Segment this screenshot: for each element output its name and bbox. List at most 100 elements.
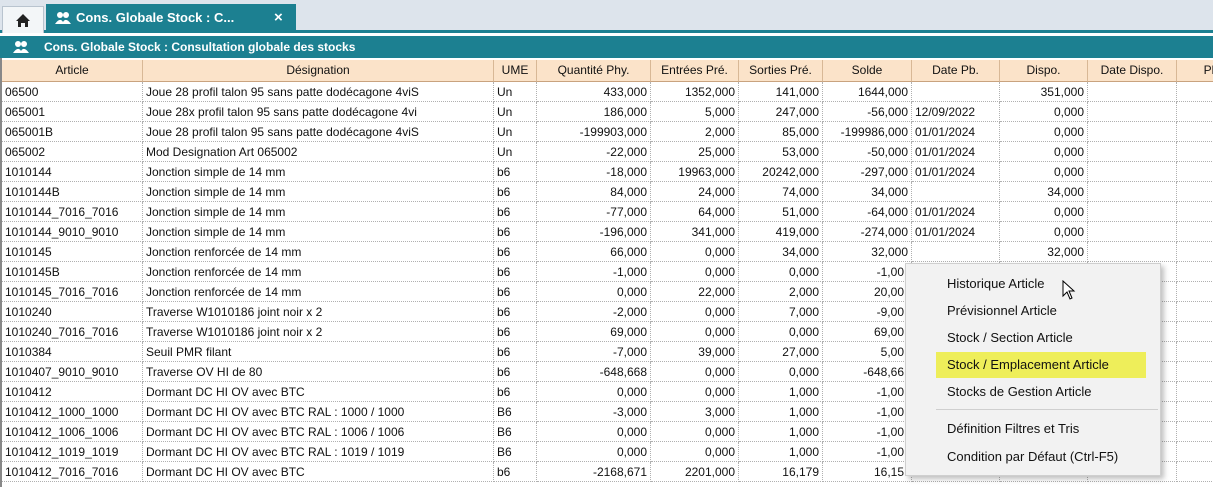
table-cell[interactable]: 351,000 bbox=[1000, 82, 1088, 102]
table-cell[interactable]: -196,000 bbox=[537, 222, 651, 242]
table-cell[interactable]: b6 bbox=[494, 382, 537, 402]
table-cell[interactable]: 12/09/2022 bbox=[912, 102, 1000, 122]
table-cell[interactable]: 0,000 bbox=[537, 422, 651, 442]
table-cell[interactable] bbox=[1177, 382, 1213, 402]
table-cell[interactable]: Dormant DC HI OV avec BTC bbox=[143, 382, 494, 402]
column-header[interactable]: Entrées Pré. bbox=[651, 60, 739, 82]
table-cell[interactable]: 0 bbox=[1177, 82, 1213, 102]
table-cell[interactable]: -1,00 bbox=[823, 262, 912, 282]
table-cell[interactable]: 1010144B bbox=[2, 182, 143, 202]
table-cell[interactable] bbox=[1177, 262, 1213, 282]
table-cell[interactable]: -274,000 bbox=[823, 222, 912, 242]
table-cell[interactable]: Un bbox=[494, 102, 537, 122]
table-cell[interactable]: 64,000 bbox=[651, 202, 739, 222]
menu-item[interactable]: Condition par Défaut (Ctrl-F5) bbox=[947, 449, 1119, 464]
table-cell[interactable]: 1010412_7016_7016 bbox=[2, 462, 143, 482]
table-cell[interactable]: Jonction renforcée de 14 mm bbox=[143, 242, 494, 262]
table-cell[interactable]: 0,000 bbox=[651, 382, 739, 402]
table-cell[interactable]: 1010384 bbox=[2, 342, 143, 362]
table-cell[interactable]: 01/01/2024 bbox=[912, 222, 1000, 242]
table-cell[interactable]: 2 bbox=[1177, 142, 1213, 162]
table-cell[interactable]: Dormant DC HI OV avec BTC RAL : 1000 / 1… bbox=[143, 402, 494, 422]
table-cell[interactable]: 186,000 bbox=[537, 102, 651, 122]
table-cell[interactable] bbox=[1177, 362, 1213, 382]
table-cell[interactable]: -64,000 bbox=[823, 202, 912, 222]
table-cell[interactable]: b6 bbox=[494, 222, 537, 242]
menu-item[interactable]: Historique Article bbox=[947, 276, 1045, 291]
table-cell[interactable]: 85,000 bbox=[739, 122, 823, 142]
column-header[interactable]: Quantité Phy. bbox=[537, 60, 651, 82]
table-cell[interactable]: Un bbox=[494, 122, 537, 142]
table-cell[interactable] bbox=[1177, 342, 1213, 362]
column-header[interactable]: Article bbox=[2, 60, 143, 82]
table-cell[interactable]: 0,000 bbox=[537, 442, 651, 462]
table-cell[interactable]: 01/01/2024 bbox=[912, 202, 1000, 222]
table-cell[interactable]: 34,000 bbox=[739, 242, 823, 262]
table-cell[interactable]: 1,000 bbox=[739, 442, 823, 462]
column-header[interactable]: UME bbox=[494, 60, 537, 82]
table-cell[interactable]: -199903,000 bbox=[537, 122, 651, 142]
table-cell[interactable]: 22,000 bbox=[651, 282, 739, 302]
table-cell[interactable]: -2,000 bbox=[537, 302, 651, 322]
table-cell[interactable]: 7,000 bbox=[739, 302, 823, 322]
table-cell[interactable]: 1010240_7016_7016 bbox=[2, 322, 143, 342]
table-cell[interactable]: Jonction renforcée de 14 mm bbox=[143, 262, 494, 282]
table-cell[interactable]: B6 bbox=[494, 422, 537, 442]
table-cell[interactable] bbox=[1177, 282, 1213, 302]
table-cell[interactable]: 32,000 bbox=[823, 242, 912, 262]
table-cell[interactable]: Jonction simple de 14 mm bbox=[143, 202, 494, 222]
table-cell[interactable]: -77,000 bbox=[537, 202, 651, 222]
table-cell[interactable]: 34,000 bbox=[823, 182, 912, 202]
table-cell[interactable]: -1,00 bbox=[823, 442, 912, 462]
table-cell[interactable]: 1010144 bbox=[2, 162, 143, 182]
table-cell[interactable]: 0,000 bbox=[739, 262, 823, 282]
table-cell[interactable]: 1,000 bbox=[739, 382, 823, 402]
table-cell[interactable]: 84,000 bbox=[537, 182, 651, 202]
table-cell[interactable] bbox=[1177, 402, 1213, 422]
table-cell[interactable]: Dormant DC HI OV avec BTC RAL : 1006 / 1… bbox=[143, 422, 494, 442]
table-cell[interactable]: 06500 bbox=[2, 82, 143, 102]
table-cell[interactable]: 065001B bbox=[2, 122, 143, 142]
table-cell[interactable]: 0,000 bbox=[651, 242, 739, 262]
table-cell[interactable]: b6 bbox=[494, 162, 537, 182]
table-cell[interactable] bbox=[912, 82, 1000, 102]
table-cell[interactable]: 1644,000 bbox=[823, 82, 912, 102]
table-cell[interactable]: -2168,671 bbox=[537, 462, 651, 482]
table-cell[interactable]: 0,000 bbox=[651, 422, 739, 442]
table-cell[interactable]: 0,000 bbox=[1000, 102, 1088, 122]
table-cell[interactable]: 0,000 bbox=[1000, 122, 1088, 142]
table-cell[interactable]: 1010144_9010_9010 bbox=[2, 222, 143, 242]
table-cell[interactable]: Seuil PMR filant bbox=[143, 342, 494, 362]
table-cell[interactable] bbox=[1088, 82, 1177, 102]
table-cell[interactable]: 01/01/2024 bbox=[912, 122, 1000, 142]
table-cell[interactable]: Joue 28 profil talon 95 sans patte dodéc… bbox=[143, 122, 494, 142]
table-cell[interactable] bbox=[1088, 462, 1177, 482]
table-cell[interactable]: 20242,000 bbox=[739, 162, 823, 182]
table-cell[interactable]: 065002 bbox=[2, 142, 143, 162]
table-cell[interactable]: -22,000 bbox=[537, 142, 651, 162]
table-cell[interactable]: 53,000 bbox=[739, 142, 823, 162]
table-cell[interactable] bbox=[1177, 462, 1213, 482]
table-cell[interactable]: 433,000 bbox=[537, 82, 651, 102]
table-cell[interactable] bbox=[1177, 422, 1213, 442]
table-cell[interactable]: Dormant DC HI OV avec BTC bbox=[143, 462, 494, 482]
table-cell[interactable]: 1010145 bbox=[2, 242, 143, 262]
table-cell[interactable]: 10 bbox=[1177, 162, 1213, 182]
table-cell[interactable]: Traverse OV HI de 80 bbox=[143, 362, 494, 382]
table-cell[interactable]: 0,000 bbox=[739, 322, 823, 342]
table-cell[interactable]: 5,00 bbox=[823, 342, 912, 362]
table-cell[interactable]: 16,15 bbox=[823, 462, 912, 482]
table-cell[interactable]: 1352,000 bbox=[651, 82, 739, 102]
table-cell[interactable] bbox=[1088, 242, 1177, 262]
table-cell[interactable]: Joue 28 profil talon 95 sans patte dodéc… bbox=[143, 82, 494, 102]
table-cell[interactable] bbox=[1088, 122, 1177, 142]
table-cell[interactable]: 0,000 bbox=[1000, 142, 1088, 162]
column-header[interactable]: Date Pb. bbox=[912, 60, 1000, 82]
table-cell[interactable]: b6 bbox=[494, 462, 537, 482]
table-cell[interactable]: b6 bbox=[494, 322, 537, 342]
column-header[interactable]: Date Dispo. bbox=[1088, 60, 1177, 82]
table-cell[interactable]: 0,000 bbox=[537, 282, 651, 302]
table-cell[interactable] bbox=[1088, 222, 1177, 242]
table-cell[interactable]: Un bbox=[494, 82, 537, 102]
table-cell[interactable]: b6 bbox=[494, 182, 537, 202]
